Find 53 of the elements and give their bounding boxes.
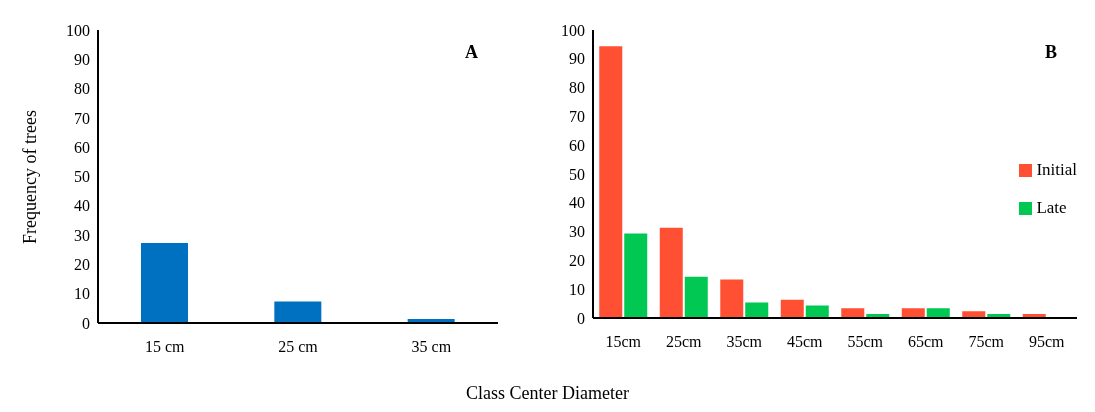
y-tick-label: 50 [569, 165, 585, 183]
x-tick-label: 25cm [665, 333, 703, 351]
x-tick-label: 35cm [726, 333, 763, 351]
bar [141, 242, 188, 323]
y-tick-label: 100 [561, 21, 585, 39]
y-tick-label: 30 [569, 223, 585, 241]
y-tick-label: 80 [74, 80, 90, 98]
legend-label: Initial [1036, 160, 1077, 180]
y-tick-label: 20 [74, 256, 90, 274]
y-tick-label: 60 [74, 138, 90, 156]
y-tick-label: 80 [569, 79, 585, 97]
y-tick-label: 100 [66, 21, 90, 39]
bar [659, 227, 683, 318]
bar [901, 308, 925, 318]
x-tick-label: 75cm [968, 333, 1005, 351]
x-tick-label: 45cm [786, 333, 824, 351]
y-tick-label: 40 [74, 197, 90, 215]
bar [926, 308, 950, 318]
y-tick-label: 90 [569, 50, 585, 68]
bar [684, 276, 708, 318]
bar [745, 302, 769, 318]
bar [962, 311, 986, 318]
bar [720, 279, 744, 318]
bar [841, 308, 865, 318]
annotation: B [1044, 42, 1057, 63]
x-tick-label: 15 cm [144, 338, 185, 356]
bar [805, 305, 829, 318]
y-tick-label: 10 [569, 280, 585, 298]
annotation: A [465, 42, 478, 63]
y-tick-label: 0 [82, 314, 90, 332]
y-tick-label: 10 [74, 285, 90, 303]
x-tick-label: 65cm [907, 333, 945, 351]
bar [599, 46, 623, 318]
bar [624, 233, 648, 318]
y-tick-label: 20 [569, 252, 585, 270]
y-tick-label: 60 [569, 136, 585, 154]
bar [780, 299, 804, 318]
x-tick-label: 95cm [1028, 333, 1066, 351]
y-tick-label: 0 [577, 309, 585, 327]
y-tick-label: 30 [74, 226, 90, 244]
x-tick-label: 15cm [605, 333, 642, 351]
y-tick-label: 40 [569, 194, 585, 212]
y-tick-label: 70 [569, 108, 585, 126]
y-axis-title: Frequency of trees [19, 109, 41, 244]
x-tick-label: 35 cm [411, 338, 452, 356]
y-tick-label: 70 [74, 109, 90, 127]
x-tick-label: 25 cm [278, 338, 319, 356]
legend-label: Late [1036, 198, 1067, 218]
y-tick-label: 50 [74, 168, 90, 186]
bar [274, 301, 322, 323]
x-axis-title: Class Center Diameter [465, 383, 630, 404]
y-tick-label: 90 [74, 50, 90, 68]
x-tick-label: 55cm [847, 333, 884, 351]
